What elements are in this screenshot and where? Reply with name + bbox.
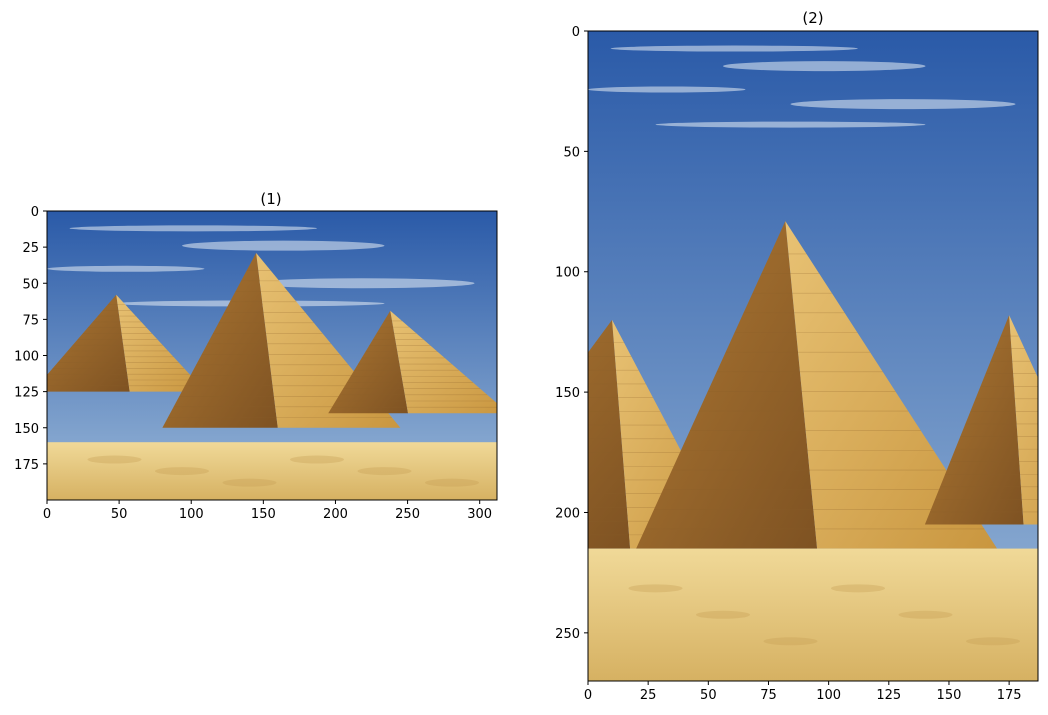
pyramid-shadow-face: [588, 319, 631, 549]
pyramid-shadow-face: [162, 252, 278, 428]
image-1: [47, 211, 497, 500]
subplot-1-y-axis: 0 25 50 75 100 125 150 175: [14, 205, 47, 473]
x-tick-label: 50: [111, 507, 128, 522]
subplot-2-title: (2): [802, 9, 823, 27]
pyramid-shadow-face: [47, 294, 130, 392]
x-tick-label: 0: [584, 688, 592, 703]
pyramid-lit-face: [1009, 315, 1038, 525]
cloud-streak: [69, 225, 317, 232]
subplot-2-y-axis: 0 50 100 150 200 250: [555, 25, 588, 642]
y-tick-label: 25: [22, 241, 39, 256]
x-tick-label: 200: [323, 507, 348, 522]
cloud-streak: [610, 45, 858, 52]
sand-ripple: [290, 455, 344, 464]
subplot-2-frame: [587, 30, 1039, 682]
sand-ripple: [831, 584, 885, 593]
sand-ripple: [87, 455, 142, 464]
image-1-pyramids: [47, 252, 497, 428]
cloud-streak: [588, 86, 746, 93]
x-tick-label: 0: [43, 507, 51, 522]
cloud-streak: [655, 121, 926, 128]
sand-ripple: [898, 610, 953, 619]
cloud-streak: [47, 265, 205, 272]
sand-ripple: [628, 584, 683, 593]
y-tick-label: 75: [22, 313, 39, 328]
x-tick-label: 25: [640, 688, 657, 703]
y-tick-label: 100: [555, 266, 580, 281]
sand-ripple: [357, 467, 412, 476]
image-1-sand: [47, 442, 497, 500]
pyramid-lit-face: [785, 221, 998, 549]
subplot-2-x-axis: 0 25 50 75 100 125 150 175: [584, 681, 1022, 703]
sand-ground: [47, 442, 497, 500]
y-tick-label: 150: [555, 386, 580, 401]
sand-ripple: [966, 637, 1020, 646]
sand-ripple: [222, 478, 277, 487]
image-2-clouds: [588, 45, 1016, 128]
pyramid-lit-face: [116, 294, 206, 392]
y-tick-label: 200: [555, 506, 580, 521]
sand-ripple: [696, 610, 750, 619]
x-tick-label: 50: [700, 688, 717, 703]
pyramid-lit-face: [390, 310, 497, 414]
y-tick-label: 0: [572, 25, 580, 40]
cloud-streak: [182, 240, 385, 251]
cloud-streak: [723, 61, 926, 72]
y-tick-label: 125: [14, 386, 39, 401]
x-tick-label: 125: [876, 688, 901, 703]
x-tick-label: 150: [251, 507, 276, 522]
y-tick-label: 0: [31, 205, 39, 220]
x-tick-label: 250: [395, 507, 420, 522]
y-tick-label: 100: [14, 350, 39, 365]
x-tick-label: 300: [467, 507, 492, 522]
subplot-1-x-axis: 0 50 100 150 200 250 300: [43, 500, 492, 522]
pyramid-shadow-face: [924, 315, 1024, 525]
y-tick-label: 50: [563, 145, 580, 160]
subplot-1: (1) 0 50 100 150 200 250 300 0 25 50 75 100 125 150 1…: [14, 190, 498, 522]
y-tick-label: 250: [555, 627, 580, 642]
x-tick-label: 175: [997, 688, 1022, 703]
cloud-streak: [790, 99, 1016, 110]
y-tick-label: 175: [14, 458, 39, 473]
image-2: [588, 31, 1038, 681]
image-2-sand: [588, 548, 1038, 681]
x-tick-label: 100: [816, 688, 841, 703]
image-2-pyramids: [588, 221, 1038, 549]
pyramid-lit-face: [612, 319, 733, 549]
subplot-1-title: (1): [260, 190, 281, 208]
y-tick-label: 50: [22, 277, 39, 292]
sand-ripple: [425, 478, 479, 487]
x-tick-label: 150: [937, 688, 962, 703]
pyramid-shadow-face: [636, 221, 818, 549]
x-tick-label: 100: [179, 507, 204, 522]
subplot-2: (2) 0 25 50 75 100 125 150 175 0 50 100 150 200 250: [555, 9, 1039, 703]
x-tick-label: 75: [760, 688, 777, 703]
sand-ripple: [763, 637, 818, 646]
pyramid-shadow-face: [328, 310, 409, 414]
sand-ripple: [155, 467, 209, 476]
cloud-streak: [249, 278, 475, 289]
y-tick-label: 150: [14, 422, 39, 437]
sand-ground: [588, 548, 1038, 681]
